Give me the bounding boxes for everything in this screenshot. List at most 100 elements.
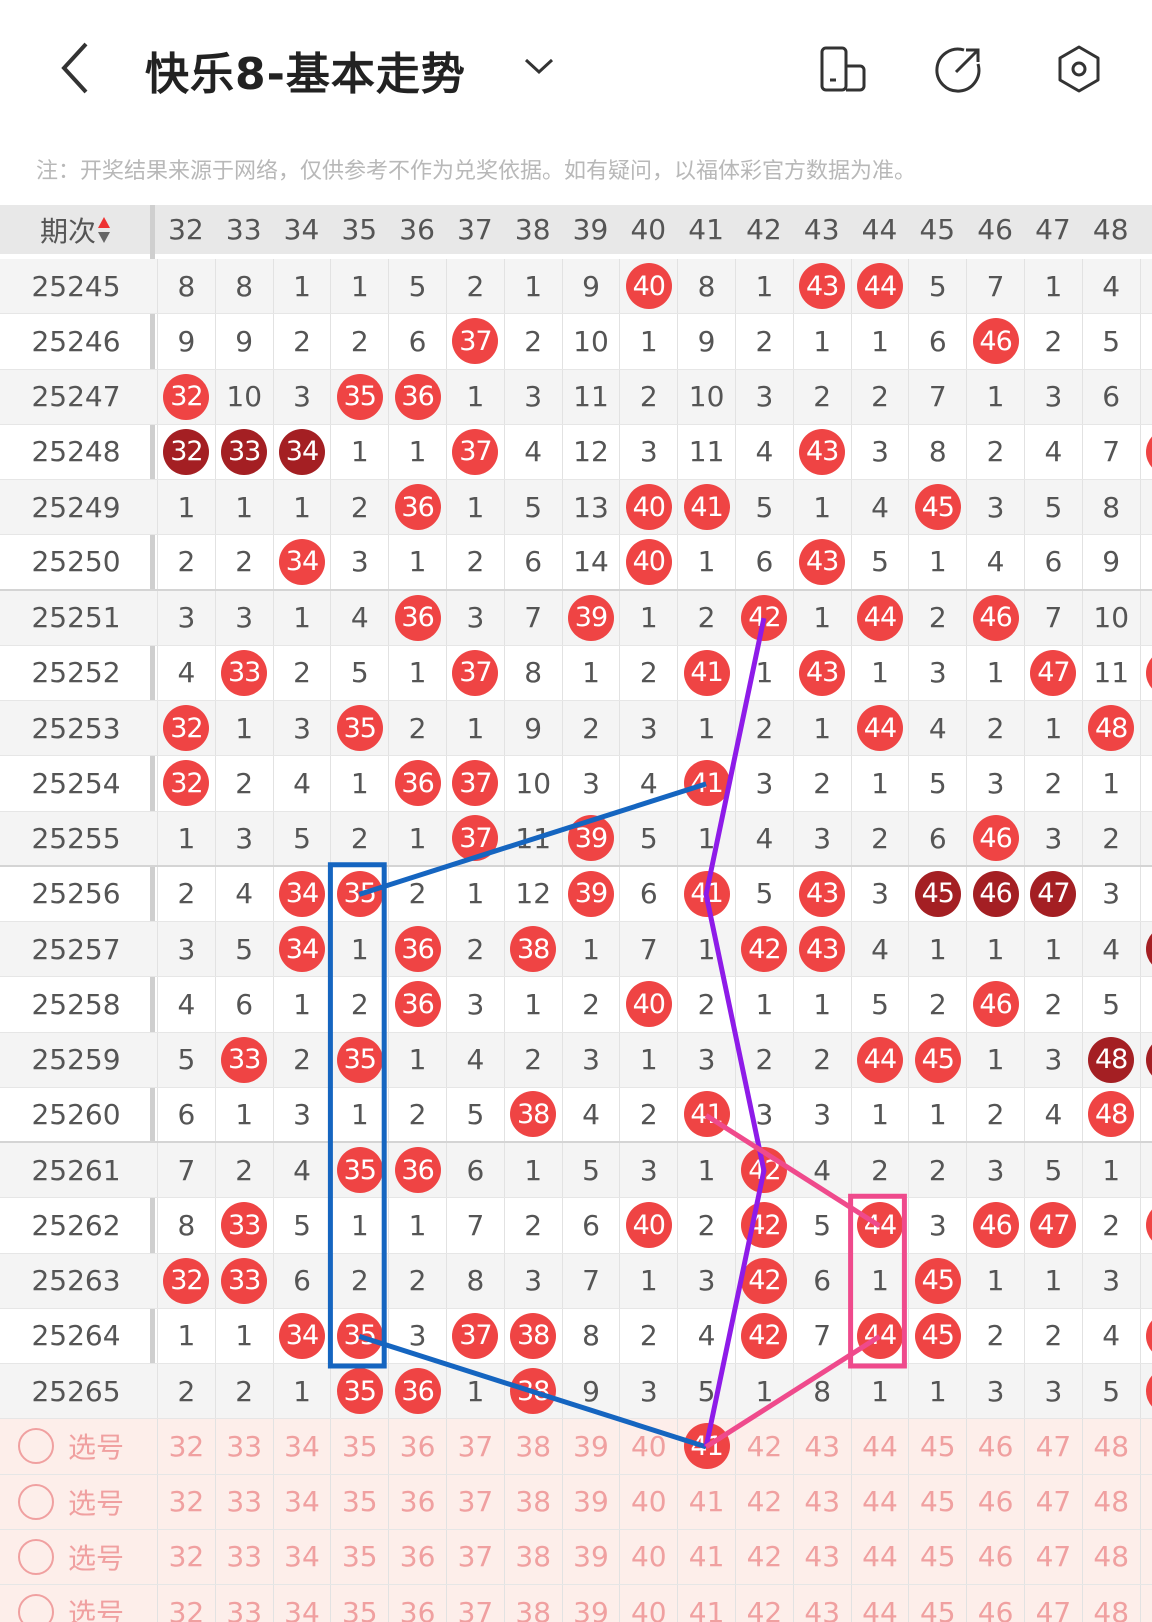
select-number-partial[interactable] [1139,1474,1152,1529]
select-number-39[interactable]: 39 [561,1419,620,1474]
radio-circle-icon[interactable] [18,1483,54,1520]
cell-45: 45 [908,480,966,535]
select-number-45[interactable]: 45 [908,1419,966,1474]
select-number-39[interactable]: 39 [561,1474,620,1529]
radio-circle-icon[interactable] [18,1538,54,1575]
select-number-34[interactable]: 34 [272,1529,331,1584]
select-number-40[interactable]: 40 [619,1529,677,1584]
select-number-34[interactable]: 34 [272,1419,331,1474]
select-number-41[interactable]: 41 [677,1419,735,1474]
select-number-44[interactable]: 44 [850,1474,909,1529]
select-number-44[interactable]: 44 [850,1529,909,1584]
select-row-toggle[interactable]: 选号 [18,1419,124,1473]
select-number-44[interactable]: 44 [850,1419,909,1474]
select-number-38[interactable]: 38 [503,1474,562,1529]
select-number-44[interactable]: 44 [850,1585,909,1622]
select-number-43[interactable]: 43 [792,1529,851,1584]
select-number-35[interactable]: 35 [330,1419,388,1474]
select-number-partial[interactable] [1139,1529,1152,1584]
period-cell: 25256 [31,877,121,911]
select-number-46[interactable]: 46 [966,1419,1024,1474]
select-row-toggle[interactable]: 选号 [18,1530,124,1584]
hit-ball: 40 [625,1202,672,1249]
select-number-45[interactable]: 45 [908,1474,966,1529]
period-sort-header[interactable]: 期次 [0,205,152,254]
select-row-toggle[interactable]: 选号 [18,1585,124,1622]
select-number-46[interactable]: 46 [966,1529,1024,1584]
cell-32: 4 [157,645,215,700]
select-number-37[interactable]: 37 [446,1585,504,1622]
select-number-48[interactable]: 48 [1081,1529,1140,1584]
share-icon[interactable] [934,44,984,94]
select-number-47[interactable]: 47 [1024,1419,1082,1474]
select-number-partial[interactable] [1139,1419,1152,1474]
select-number-43[interactable]: 43 [792,1585,851,1622]
select-number-47[interactable]: 47 [1024,1474,1082,1529]
select-number-36[interactable]: 36 [388,1585,446,1622]
back-icon[interactable] [56,40,96,96]
select-number-42[interactable]: 42 [735,1419,793,1474]
select-number-48[interactable]: 48 [1081,1474,1140,1529]
cell-33: 1 [214,1087,273,1141]
chevron-down-icon[interactable] [522,52,556,80]
cell-42: 1 [735,259,793,314]
select-number-37[interactable]: 37 [446,1419,504,1474]
select-number-47[interactable]: 47 [1024,1585,1082,1622]
select-number-46[interactable]: 46 [966,1474,1024,1529]
select-number-42[interactable]: 42 [735,1529,793,1584]
select-number-38[interactable]: 38 [503,1529,562,1584]
select-number-35[interactable]: 35 [330,1529,388,1584]
select-number-36[interactable]: 36 [388,1529,446,1584]
radio-circle-icon[interactable] [18,1428,54,1465]
select-number-35[interactable]: 35 [330,1585,388,1622]
select-number-47[interactable]: 47 [1024,1529,1082,1584]
select-number-34[interactable]: 34 [272,1585,331,1622]
select-number-38[interactable]: 38 [503,1419,562,1474]
select-number-37[interactable]: 37 [446,1529,504,1584]
select-number-39[interactable]: 39 [561,1585,620,1622]
select-number-33[interactable]: 33 [214,1419,273,1474]
select-number-45[interactable]: 45 [908,1529,966,1584]
radio-circle-icon[interactable] [18,1594,54,1622]
select-number-41[interactable]: 41 [677,1585,735,1622]
select-number-42[interactable]: 42 [735,1474,793,1529]
select-number-38[interactable]: 38 [503,1585,562,1622]
settings-icon[interactable] [1054,44,1104,94]
select-number-32[interactable]: 32 [157,1529,215,1584]
select-number-48[interactable]: 48 [1081,1419,1140,1474]
cell-41: 3 [677,1032,735,1087]
select-number-34[interactable]: 34 [272,1474,331,1529]
select-number-32[interactable]: 32 [157,1585,215,1622]
select-number-40[interactable]: 40 [619,1474,677,1529]
select-number-46[interactable]: 46 [966,1585,1024,1622]
select-row-toggle[interactable]: 选号 [18,1475,124,1529]
cell-40: 2 [619,369,677,424]
select-number-41[interactable]: 41 [677,1529,735,1584]
select-number-36[interactable]: 36 [388,1419,446,1474]
hit-ball: 41 [683,870,730,917]
select-number-32[interactable]: 32 [157,1474,215,1529]
select-number-37[interactable]: 37 [446,1474,504,1529]
select-number-40[interactable]: 40 [619,1419,677,1474]
select-number-40[interactable]: 40 [619,1585,677,1622]
select-number-48[interactable]: 48 [1081,1585,1140,1622]
select-number-partial[interactable] [1139,1585,1152,1622]
select-number-33[interactable]: 33 [214,1529,273,1584]
page-title[interactable]: 快乐8-基本走势 [145,49,466,100]
select-number-32[interactable]: 32 [157,1419,215,1474]
cell-45: 2 [908,977,966,1032]
select-number-36[interactable]: 36 [388,1474,446,1529]
select-number-43[interactable]: 43 [792,1474,851,1529]
select-number-39[interactable]: 39 [561,1529,620,1584]
select-number-41[interactable]: 41 [677,1474,735,1529]
phone-layout-icon[interactable] [818,44,868,94]
select-number-42[interactable]: 42 [735,1585,793,1622]
select-number-45[interactable]: 45 [908,1585,966,1622]
select-number-35[interactable]: 35 [330,1474,388,1529]
cell-next-partial [1139,535,1152,589]
select-number-33[interactable]: 33 [214,1474,273,1529]
select-number-33[interactable]: 33 [214,1585,273,1622]
cell-43: 1 [792,701,851,756]
hit-ball: 33 [221,1202,268,1249]
select-number-43[interactable]: 43 [792,1419,851,1474]
